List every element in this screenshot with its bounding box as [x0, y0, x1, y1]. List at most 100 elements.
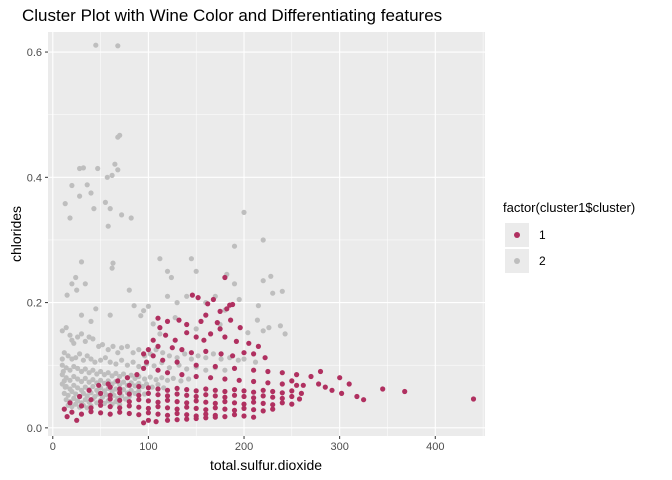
point-cluster-2 — [151, 363, 157, 369]
point-cluster-2 — [231, 281, 238, 287]
point-cluster-2 — [182, 351, 188, 357]
point-cluster-1 — [145, 385, 151, 391]
point-cluster-1 — [155, 343, 161, 349]
point-cluster-2 — [104, 174, 110, 180]
point-cluster-1 — [155, 386, 161, 392]
point-cluster-2 — [170, 375, 176, 381]
point-cluster-1 — [124, 375, 130, 381]
point-cluster-2 — [86, 370, 92, 376]
point-cluster-1 — [322, 384, 328, 390]
point-cluster-1 — [105, 381, 111, 387]
point-cluster-1 — [78, 403, 85, 409]
grid — [48, 32, 485, 436]
point-cluster-2 — [88, 190, 94, 196]
point-cluster-1 — [126, 403, 132, 409]
legend-dot-1 — [514, 232, 520, 238]
point-cluster-1 — [193, 373, 199, 380]
point-cluster-1 — [260, 393, 266, 399]
point-cluster-1 — [98, 390, 104, 396]
point-cluster-2 — [105, 223, 111, 229]
x-tick-label: 0 — [50, 441, 56, 453]
point-cluster-1 — [251, 414, 257, 420]
point-cluster-1 — [98, 410, 104, 416]
point-cluster-1 — [237, 325, 243, 331]
legend-dot-2 — [514, 258, 520, 264]
point-cluster-1 — [155, 392, 161, 398]
point-cluster-1 — [241, 405, 247, 411]
point-cluster-1 — [174, 385, 180, 391]
point-cluster-2 — [218, 356, 224, 362]
point-cluster-2 — [164, 293, 171, 299]
point-cluster-2 — [84, 182, 90, 188]
point-cluster-1 — [96, 382, 102, 388]
point-cluster-1 — [270, 394, 276, 400]
point-cluster-2 — [112, 161, 118, 167]
point-cluster-2 — [120, 379, 127, 385]
point-cluster-2 — [142, 376, 148, 382]
point-cluster-2 — [107, 359, 113, 365]
point-cluster-2 — [71, 395, 77, 401]
point-cluster-2 — [90, 383, 96, 390]
point-cluster-2 — [260, 237, 266, 243]
point-cluster-1 — [88, 409, 94, 415]
point-cluster-1 — [184, 416, 190, 422]
point-cluster-1 — [289, 401, 295, 407]
point-cluster-1 — [141, 351, 147, 357]
point-cluster-1 — [217, 308, 223, 314]
point-cluster-1 — [251, 389, 257, 395]
legend: factor(cluster1$cluster) 1 2 — [503, 200, 635, 273]
point-cluster-2 — [184, 366, 190, 372]
point-cluster-1 — [141, 365, 147, 371]
point-cluster-1 — [164, 370, 171, 376]
point-cluster-1 — [117, 397, 123, 403]
point-cluster-2 — [61, 350, 67, 356]
point-cluster-1 — [212, 387, 218, 393]
point-cluster-1 — [203, 399, 209, 405]
point-cluster-2 — [61, 378, 67, 384]
point-cluster-2 — [282, 331, 288, 337]
point-cluster-1 — [241, 413, 247, 419]
point-cluster-1 — [195, 295, 201, 301]
point-cluster-1 — [126, 391, 132, 397]
point-cluster-2 — [260, 328, 266, 334]
point-cluster-1 — [169, 345, 175, 351]
point-cluster-1 — [203, 392, 209, 398]
point-cluster-1 — [88, 405, 94, 411]
point-cluster-2 — [69, 182, 75, 189]
point-cluster-1 — [222, 388, 228, 395]
point-cluster-1 — [402, 388, 408, 395]
point-cluster-1 — [212, 414, 218, 420]
point-cluster-2 — [65, 392, 71, 398]
point-cluster-1 — [145, 347, 151, 353]
point-cluster-1 — [179, 372, 185, 378]
point-cluster-2 — [75, 365, 81, 371]
point-cluster-1 — [251, 399, 257, 405]
point-cluster-2 — [88, 356, 94, 362]
point-cluster-2 — [128, 372, 134, 378]
point-cluster-2 — [157, 256, 163, 262]
point-cluster-1 — [179, 347, 185, 353]
point-cluster-1 — [155, 367, 161, 373]
point-cluster-2 — [115, 167, 121, 173]
point-cluster-2 — [168, 274, 174, 281]
point-cluster-2 — [80, 390, 86, 396]
point-cluster-2 — [166, 353, 172, 359]
point-cluster-2 — [105, 370, 111, 376]
point-cluster-2 — [166, 365, 172, 371]
point-cluster-2 — [67, 215, 73, 221]
point-cluster-2 — [241, 209, 247, 215]
y-tick-label: 0.4 — [27, 172, 42, 184]
point-cluster-2 — [157, 331, 163, 337]
point-cluster-1 — [212, 400, 218, 406]
point-cluster-1 — [174, 410, 180, 417]
point-cluster-1 — [354, 393, 360, 400]
point-cluster-2 — [203, 355, 209, 361]
point-cluster-1 — [78, 411, 85, 417]
x-tick-label: 400 — [426, 441, 444, 453]
point-cluster-1 — [317, 368, 324, 375]
point-cluster-1 — [260, 400, 266, 406]
point-cluster-2 — [254, 317, 260, 323]
point-cluster-1 — [203, 386, 209, 392]
point-cluster-2 — [84, 353, 90, 359]
